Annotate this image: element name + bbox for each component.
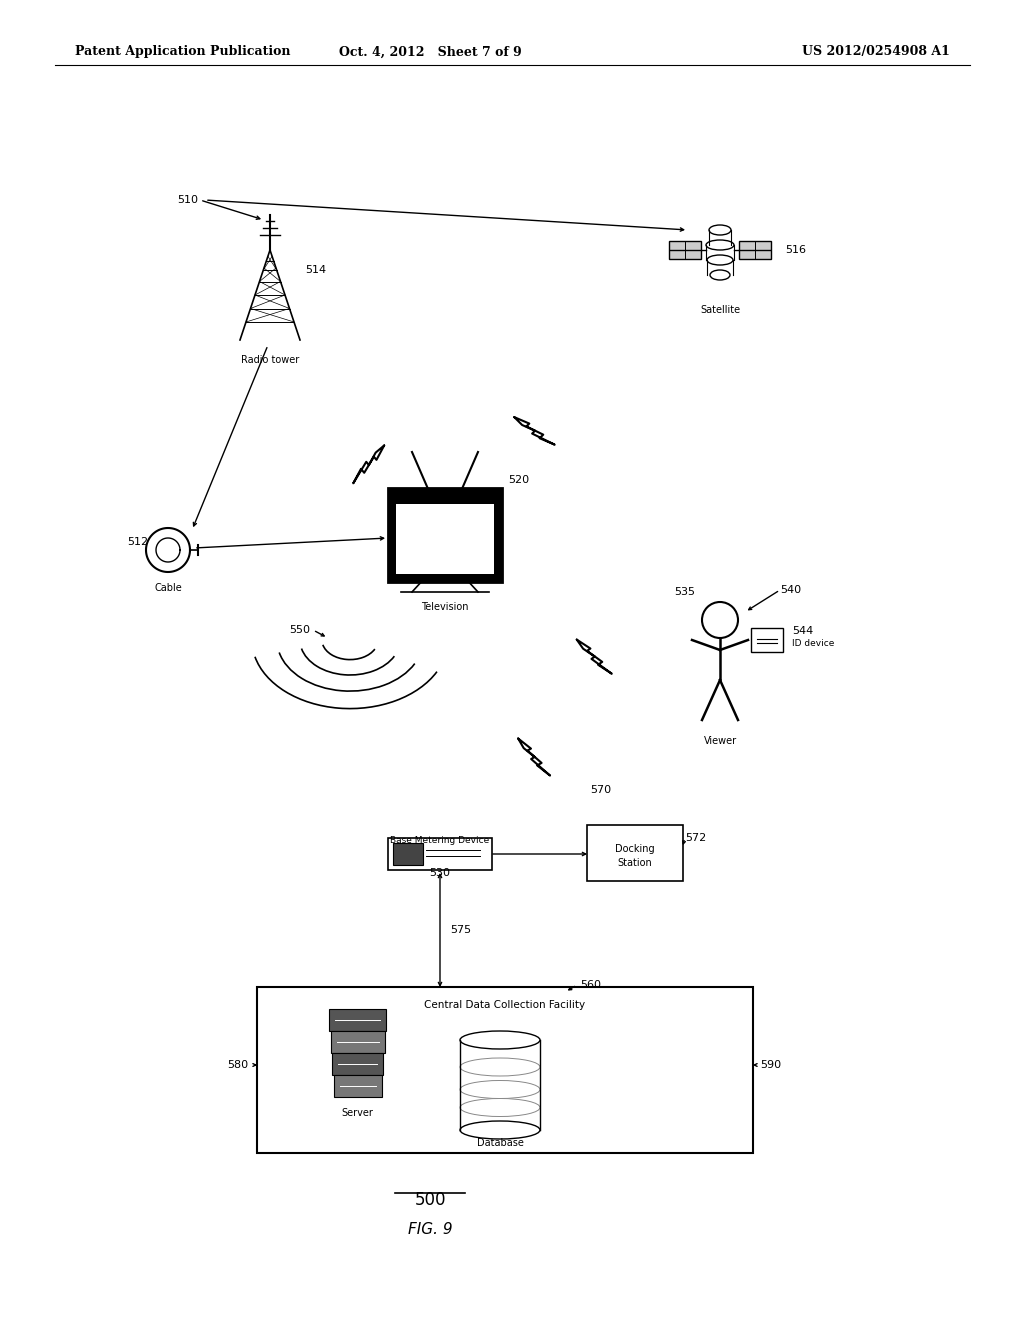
Text: Radio tower: Radio tower: [241, 355, 299, 366]
Text: US 2012/0254908 A1: US 2012/0254908 A1: [802, 45, 950, 58]
Ellipse shape: [460, 1121, 540, 1139]
Text: Database: Database: [476, 1138, 523, 1148]
Text: 590: 590: [760, 1060, 781, 1071]
Text: Viewer: Viewer: [703, 737, 736, 746]
Text: Patent Application Publication: Patent Application Publication: [75, 45, 291, 58]
Text: 550: 550: [289, 624, 310, 635]
Text: 560: 560: [580, 979, 601, 990]
Text: 575: 575: [450, 925, 471, 935]
FancyBboxPatch shape: [329, 1008, 386, 1031]
Text: FIG. 9: FIG. 9: [408, 1222, 453, 1238]
Text: 514: 514: [305, 265, 326, 275]
Ellipse shape: [460, 1098, 540, 1117]
Text: 510: 510: [177, 195, 198, 205]
Text: 544: 544: [792, 626, 813, 636]
Text: 500: 500: [415, 1191, 445, 1209]
Ellipse shape: [460, 1031, 540, 1049]
Text: Station: Station: [617, 858, 652, 869]
Ellipse shape: [460, 1059, 540, 1076]
Text: 572: 572: [685, 833, 707, 843]
Text: Television: Television: [421, 602, 469, 612]
Ellipse shape: [460, 1081, 540, 1098]
Ellipse shape: [706, 240, 734, 249]
FancyBboxPatch shape: [739, 242, 771, 259]
Text: 512: 512: [127, 537, 148, 546]
Text: ID device: ID device: [792, 639, 835, 648]
Text: Server: Server: [342, 1107, 374, 1118]
FancyBboxPatch shape: [396, 504, 494, 574]
Text: 516: 516: [785, 246, 806, 255]
Text: 530: 530: [429, 869, 451, 878]
Text: Base Metering Device: Base Metering Device: [390, 836, 489, 845]
FancyBboxPatch shape: [331, 1031, 384, 1053]
FancyBboxPatch shape: [587, 825, 683, 880]
Ellipse shape: [709, 224, 731, 235]
Text: Oct. 4, 2012   Sheet 7 of 9: Oct. 4, 2012 Sheet 7 of 9: [339, 45, 521, 58]
FancyBboxPatch shape: [388, 488, 502, 582]
FancyBboxPatch shape: [751, 628, 783, 652]
Text: 580: 580: [227, 1060, 248, 1071]
FancyBboxPatch shape: [388, 838, 492, 870]
FancyBboxPatch shape: [334, 1074, 382, 1097]
Text: Cable: Cable: [155, 583, 182, 593]
Text: 520: 520: [508, 475, 529, 484]
FancyBboxPatch shape: [332, 1053, 383, 1074]
Text: 570: 570: [590, 785, 611, 795]
Text: 540: 540: [780, 585, 801, 595]
Text: 535: 535: [674, 587, 695, 597]
Text: Docking: Docking: [615, 843, 654, 854]
FancyBboxPatch shape: [669, 242, 701, 259]
FancyBboxPatch shape: [257, 987, 753, 1152]
Ellipse shape: [710, 271, 730, 280]
Ellipse shape: [707, 255, 733, 265]
Text: Satellite: Satellite: [700, 305, 740, 315]
Text: Central Data Collection Facility: Central Data Collection Facility: [424, 1001, 586, 1010]
FancyBboxPatch shape: [393, 843, 423, 865]
